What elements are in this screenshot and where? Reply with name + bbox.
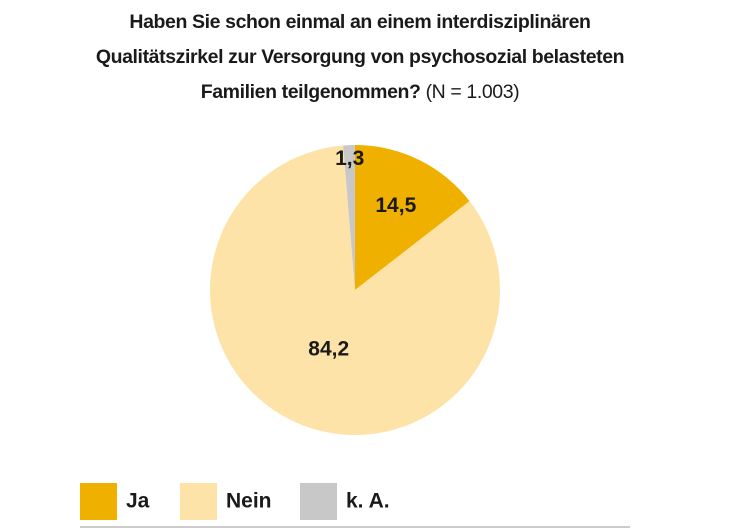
legend-label: k. A. — [346, 490, 390, 513]
legend-label: Nein — [226, 490, 272, 513]
value-label: 84,2 — [308, 337, 349, 360]
legend-label: Ja — [126, 490, 150, 513]
legend-swatch — [180, 483, 217, 520]
legend-swatch — [300, 483, 337, 520]
value-label: 1,3 — [335, 147, 364, 170]
chart-title: Haben Sie schon einmal an einem interdis… — [70, 5, 650, 110]
title-note: (N = 1.003) — [425, 81, 520, 103]
pie-slice — [355, 145, 470, 290]
pie-slice — [210, 145, 501, 436]
pie-slice — [343, 145, 355, 290]
title-text: Haben Sie schon einmal an einem interdis… — [95, 11, 625, 103]
legend-swatch — [80, 483, 117, 520]
value-label: 14,5 — [375, 194, 416, 217]
